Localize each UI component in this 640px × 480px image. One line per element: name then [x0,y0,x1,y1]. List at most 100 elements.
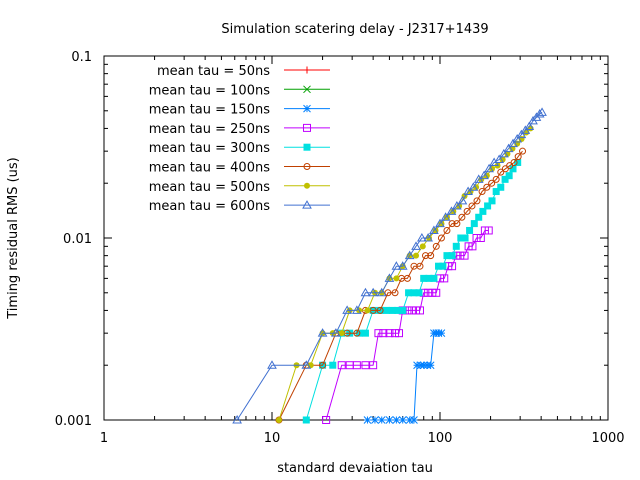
data-point [360,287,371,297]
data-point [492,175,500,183]
data-point [437,234,445,242]
data-point [505,172,513,180]
data-point [374,329,383,338]
data-point [352,361,361,370]
data-point [337,361,346,370]
legend-marker [304,182,310,189]
data-point [413,252,420,259]
data-point [435,218,445,228]
data-point [416,262,424,270]
data-point [503,143,514,153]
data-point [369,361,378,370]
data-point [404,250,415,260]
data-point [501,175,509,183]
data-point [398,416,407,424]
data-point [424,288,433,297]
data-point [468,182,479,191]
data-point [368,287,379,297]
data-point [301,360,312,369]
data-point [432,242,440,250]
data-point [405,416,414,424]
data-point [393,275,400,282]
data-point [329,361,337,369]
data-point [504,150,511,157]
data-point [484,202,492,210]
data-point [232,414,242,424]
data-point [475,213,483,221]
data-point [382,306,390,314]
legend-label: mean tau = 600ns [149,199,271,214]
axes: 1 10 100 1000 0.001 0.01 0.1 [55,50,625,446]
data-point [484,163,494,173]
data-point [473,197,481,205]
data-point [448,262,457,271]
data-point [363,416,372,424]
data-point [463,207,471,215]
legend-label: mean tau = 150ns [149,103,271,118]
data-point [419,361,428,370]
data-point [534,109,545,118]
data-point [492,188,500,196]
data-point [430,274,438,282]
data-point [478,188,486,196]
chart-title: Simulation scatering delay - J2317+1439 [221,22,488,37]
data-point [437,329,446,338]
data-point [423,232,434,242]
data-point [392,416,401,424]
data-point [376,306,384,314]
data-point [322,416,331,424]
data-point [394,306,402,314]
data-point [460,251,469,260]
series-layer [232,107,547,424]
legend-marker [303,66,311,74]
data-point [479,170,489,180]
data-point [443,252,451,260]
data-point [377,416,386,424]
data-point [353,329,361,337]
data-point [537,107,547,116]
data-point [435,262,443,270]
data-point [415,289,423,297]
legend-label: mean tau = 400ns [149,161,271,176]
series-6 [275,125,534,423]
data-point [399,306,407,314]
y-axis-label: Timing residual RMS (us) [6,157,21,319]
data-point [319,361,327,369]
data-point [388,306,396,314]
data-point [413,361,421,370]
x-axis-label: standard devaiation tau [277,461,433,476]
data-point [267,360,277,369]
data-point [405,289,413,297]
data-point [488,197,496,205]
data-point [468,242,477,251]
data-point [516,129,527,139]
data-point [519,147,527,155]
data-point [484,226,493,235]
data-point [457,234,465,242]
data-point [479,207,487,215]
data-point [420,274,428,282]
y-tick-label: 0.001 [55,414,92,429]
y-tick-label: 0.1 [71,50,92,65]
legend-label: mean tau = 300ns [149,141,271,156]
data-point [331,328,341,337]
data-point [364,307,371,314]
data-point [497,168,505,176]
data-point [407,306,416,315]
data-point [302,416,310,424]
legend: mean tau = 50ns mean tau = 100ns mean tau … [149,64,330,214]
data-point [457,195,468,205]
data-point [439,262,447,270]
legend-label: mean tau = 100ns [149,83,271,98]
legend-marker [302,200,312,209]
data-point [440,212,451,221]
data-point [472,234,481,242]
data-point [432,288,441,297]
legend-marker [303,143,311,151]
data-point [512,133,523,143]
data-point [497,183,505,191]
data-point [452,242,460,250]
data-point [415,306,424,315]
legend-marker [303,163,311,170]
y-tick-label: 0.01 [63,232,92,247]
